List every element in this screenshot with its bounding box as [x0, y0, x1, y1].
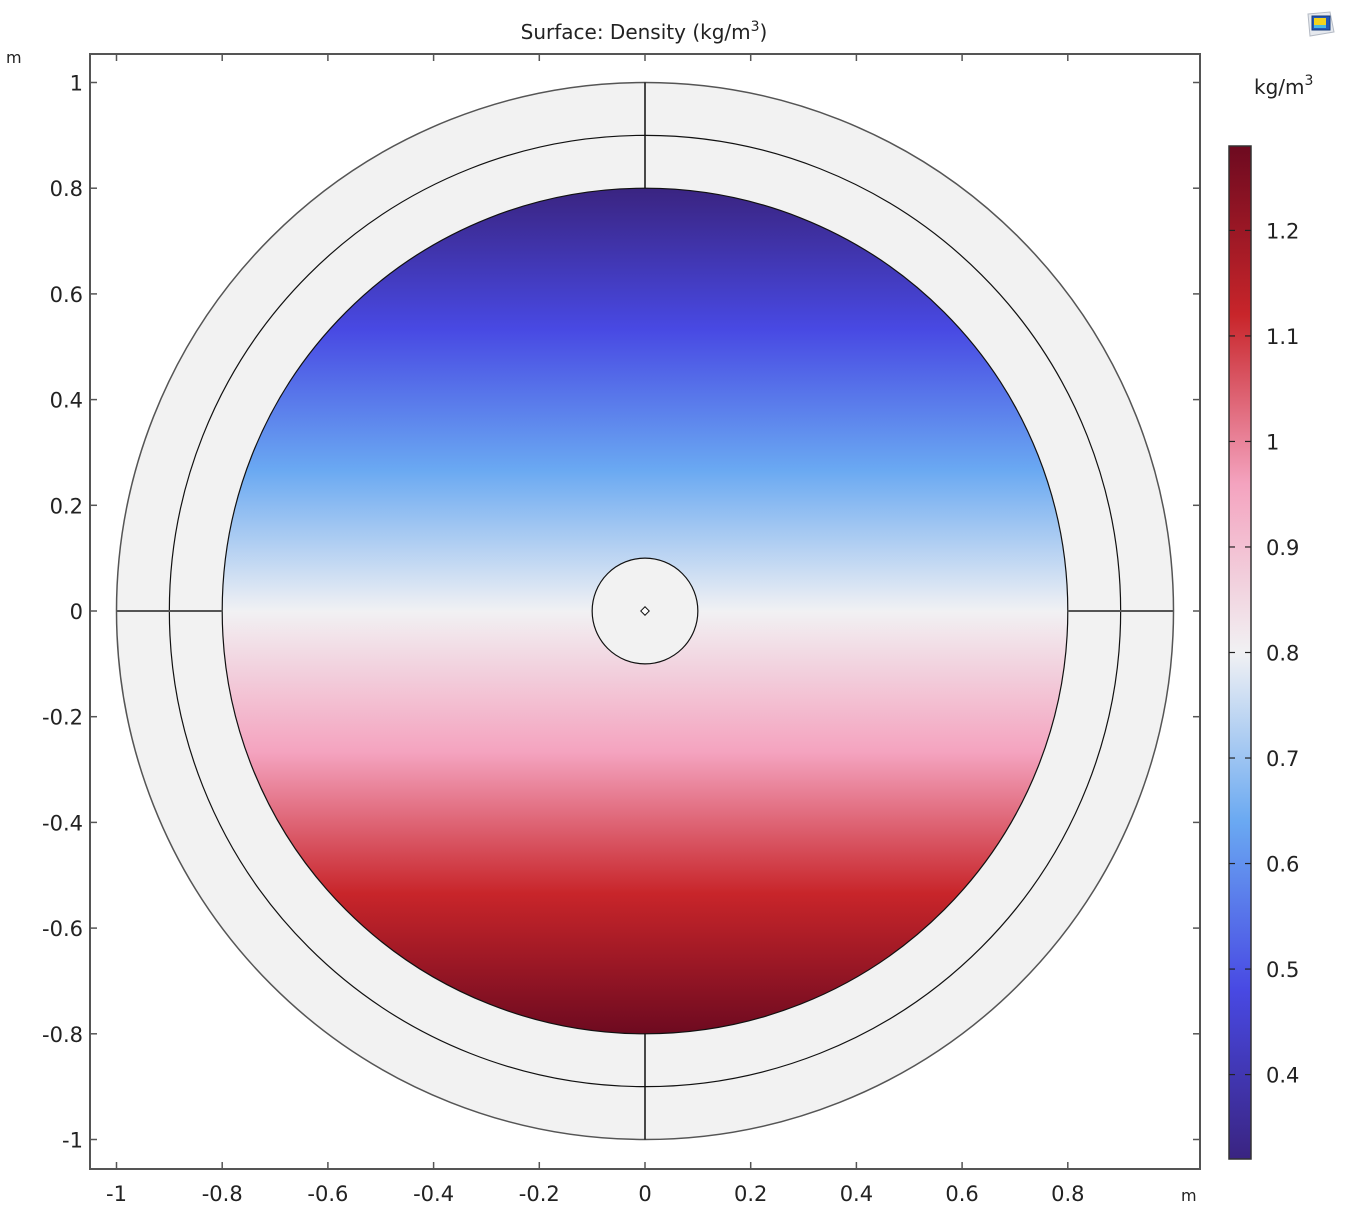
y-tick-label: -0.4: [42, 811, 83, 835]
colorbar-tick-label: 0.8: [1266, 642, 1299, 666]
colorbar-tick-label: 0.9: [1266, 536, 1299, 560]
x-tick-label: -0.2: [519, 1182, 560, 1206]
y-tick-label: 1: [70, 72, 83, 96]
x-tick-label: -0.4: [413, 1182, 454, 1206]
x-axis-ticks: -1 -0.8 -0.6 -0.4 -0.2 0 0.2 0.4 0.6 0.8: [106, 54, 1085, 1206]
x-tick-label: 0.4: [840, 1182, 873, 1206]
y-tick-label: -1: [62, 1129, 83, 1153]
y-axis-ticks: 1 0.8 0.6 0.4 0.2 0 -0.2 -0.4 -0.6 -0.8 -1: [42, 72, 1200, 1153]
x-tick-label: -0.6: [307, 1182, 348, 1206]
x-tick-label: -0.8: [202, 1182, 243, 1206]
colorbar-tick-label: 1.1: [1266, 325, 1299, 349]
geometry-layer: [115, 81, 1175, 1141]
colorbar-ticks: 1.2 1.1 1 0.9 0.8 0.7 0.6 0.5 0.4: [1229, 219, 1299, 1088]
y-tick-label: -0.6: [42, 917, 83, 941]
3d-view-button[interactable]: [1300, 6, 1338, 40]
colorbar-tick-label: 1.2: [1266, 219, 1299, 243]
x-tick-label: -1: [106, 1182, 127, 1206]
x-axis-unit: m: [1181, 1186, 1197, 1205]
y-tick-label: 0.8: [50, 177, 83, 201]
colorbar-unit: kg/m3: [1254, 73, 1313, 99]
colorbar-tick-label: 1: [1266, 430, 1279, 454]
y-tick-label: -0.2: [42, 706, 83, 730]
y-axis-unit: m: [6, 48, 22, 67]
y-tick-label: -0.8: [42, 1023, 83, 1047]
x-tick-label: 0.6: [945, 1182, 978, 1206]
colorbar-tick-label: 0.6: [1266, 853, 1299, 877]
colorbar-tick-label: 0.4: [1266, 1064, 1299, 1088]
y-tick-label: 0.2: [50, 494, 83, 518]
colorbar-tick-label: 0.7: [1266, 747, 1299, 771]
center-point: [640, 606, 650, 616]
3d-view-icon: [1307, 11, 1335, 37]
x-tick-label: 0.2: [734, 1182, 767, 1206]
y-tick-label: 0: [70, 600, 83, 624]
colorbar-tick-label: 0.5: [1266, 958, 1299, 982]
y-tick-label: 0.6: [50, 283, 83, 307]
y-tick-label: 0.4: [50, 389, 83, 413]
x-tick-label: 0: [638, 1182, 651, 1206]
x-tick-label: 0.8: [1051, 1182, 1084, 1206]
plot-title: Surface: Density (kg/m3): [521, 19, 768, 44]
